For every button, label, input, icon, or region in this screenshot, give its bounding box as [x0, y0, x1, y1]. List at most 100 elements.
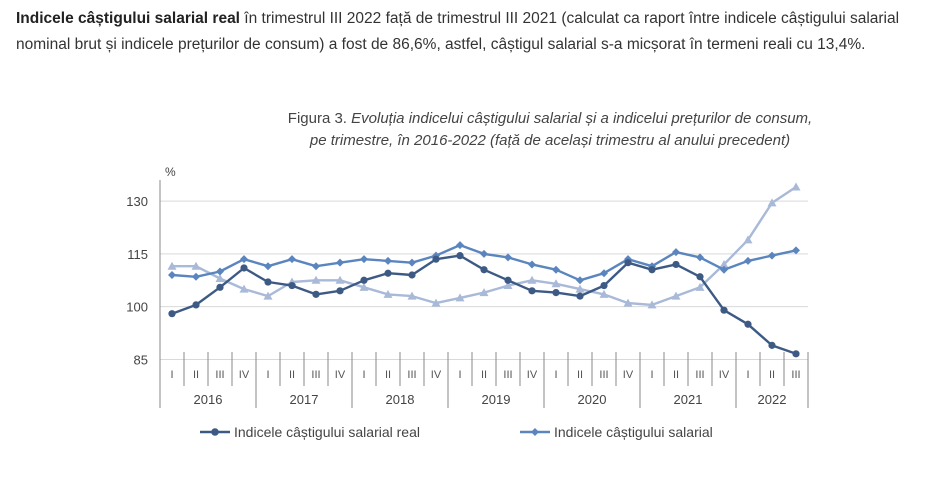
- intro-text: în trimestrul III 2022 față de trimestru…: [16, 10, 900, 53]
- series-0-point: [192, 301, 200, 309]
- series-0-point: [504, 276, 512, 284]
- legend-item-nominal: Indicele câștigului salarial: [518, 424, 713, 440]
- x-tick-label-quarter: I: [746, 369, 749, 381]
- series-2-point: [743, 235, 753, 244]
- x-tick-label-quarter: II: [385, 369, 391, 381]
- series-1-point: [168, 271, 176, 279]
- figure-title-text1: Evoluția indicelui câștigului salarial ș…: [351, 110, 813, 127]
- x-tick-label-quarter: II: [289, 369, 295, 381]
- series-2-point: [527, 275, 537, 284]
- series-2-point: [791, 182, 801, 191]
- series-1-point: [768, 251, 776, 260]
- series-0-point: [384, 269, 392, 277]
- series-1-point: [576, 276, 584, 285]
- series-2-point: [647, 300, 657, 309]
- series-1-point: [192, 272, 200, 281]
- x-tick-label-quarter: III: [311, 369, 320, 381]
- x-tick-label-quarter: III: [215, 369, 224, 381]
- series-2-point: [263, 291, 273, 300]
- series-0-point: [360, 276, 368, 284]
- series-2-point: [359, 282, 369, 291]
- series-0-point: [408, 271, 416, 279]
- series-2-point: [167, 261, 177, 270]
- series-1-point: [216, 267, 224, 276]
- series-0-point: [480, 266, 488, 274]
- x-tick-label-quarter: IV: [431, 369, 442, 381]
- series-0-point: [792, 350, 800, 358]
- y-axis-unit-label: %: [165, 165, 176, 179]
- series-1-point: [696, 253, 704, 262]
- series-2-point: [575, 284, 585, 293]
- series-2-point: [503, 281, 513, 290]
- x-tick-label-quarter: IV: [719, 369, 730, 381]
- x-tick-label-year-2019: 2019: [482, 392, 511, 407]
- series-2-point: [455, 293, 465, 302]
- series-2-point: [191, 261, 201, 270]
- x-tick-label-quarter: III: [695, 369, 704, 381]
- x-tick-label-quarter: III: [407, 369, 416, 381]
- series-1-point: [384, 256, 392, 265]
- series-1-point: [456, 241, 464, 250]
- x-tick-label-quarter: I: [266, 369, 269, 381]
- series-0-point: [456, 252, 464, 260]
- series-1-point: [408, 258, 416, 267]
- series-0-point: [600, 281, 608, 290]
- series-2-point: [407, 291, 417, 300]
- x-tick-label-quarter: III: [503, 369, 512, 381]
- y-tick-label-85: 85: [134, 352, 148, 367]
- series-0-point: [720, 306, 728, 314]
- x-tick-label-quarter: II: [673, 369, 679, 381]
- series-0-point: [288, 281, 296, 290]
- series-0-point: [768, 341, 776, 349]
- series-2-point: [335, 275, 345, 284]
- legend-label-nominal: Indicele câștigului salarial: [554, 424, 713, 440]
- series-1-point: [480, 249, 488, 258]
- x-tick-label-year-2021: 2021: [674, 392, 703, 407]
- series-2-point: [599, 289, 609, 298]
- x-tick-label-quarter: III: [791, 369, 800, 381]
- x-tick-label-quarter: IV: [239, 369, 250, 381]
- x-tick-label-quarter: IV: [527, 369, 538, 381]
- figure-title-line1: Figura 3. Evoluția indicelui câștigului …: [160, 110, 940, 127]
- x-tick-label-quarter: I: [362, 369, 365, 381]
- x-tick-label-quarter: I: [554, 369, 557, 381]
- y-tick-label-100: 100: [126, 300, 148, 315]
- series-1-point: [336, 258, 344, 267]
- x-tick-label-quarter: II: [481, 369, 487, 381]
- series-0-point: [240, 264, 248, 272]
- x-tick-label-year-2016: 2016: [194, 392, 223, 407]
- x-tick-label-quarter: III: [599, 369, 608, 381]
- series-0-point: [528, 287, 536, 295]
- series-2-point: [671, 291, 681, 300]
- series-0-point: [696, 273, 704, 281]
- series-2-point: [767, 198, 777, 207]
- series-1-point: [792, 246, 800, 255]
- series-0-point: [168, 310, 176, 318]
- legend-line-nominal-icon: [520, 428, 550, 436]
- series-2-point: [551, 279, 561, 288]
- series-2-point: [479, 288, 489, 297]
- x-tick-label-quarter: I: [650, 369, 653, 381]
- series-1-point: [288, 255, 296, 264]
- series-2-point: [695, 282, 705, 291]
- series-1-point: [600, 269, 608, 278]
- series-0-point: [312, 290, 320, 298]
- x-tick-label-year-2018: 2018: [386, 392, 415, 407]
- series-1-point: [360, 255, 368, 264]
- x-tick-label-quarter: IV: [335, 369, 346, 381]
- series-1-point: [672, 248, 680, 257]
- x-tick-label-quarter: II: [577, 369, 583, 381]
- series-0-point: [432, 255, 440, 263]
- series-2-point: [383, 289, 393, 298]
- series-2-point: [623, 298, 633, 307]
- series-0-point: [264, 278, 272, 286]
- series-1-point: [744, 256, 752, 265]
- series-1-point: [504, 253, 512, 262]
- series-0-point: [744, 320, 752, 328]
- series-0-point: [216, 283, 224, 291]
- legend-item-real: Indicele câștigului salarial real: [198, 424, 420, 440]
- series-0-point: [576, 292, 584, 300]
- intro-bold: Indicele câștigului salarial real: [16, 10, 240, 27]
- series-0-point: [648, 266, 656, 274]
